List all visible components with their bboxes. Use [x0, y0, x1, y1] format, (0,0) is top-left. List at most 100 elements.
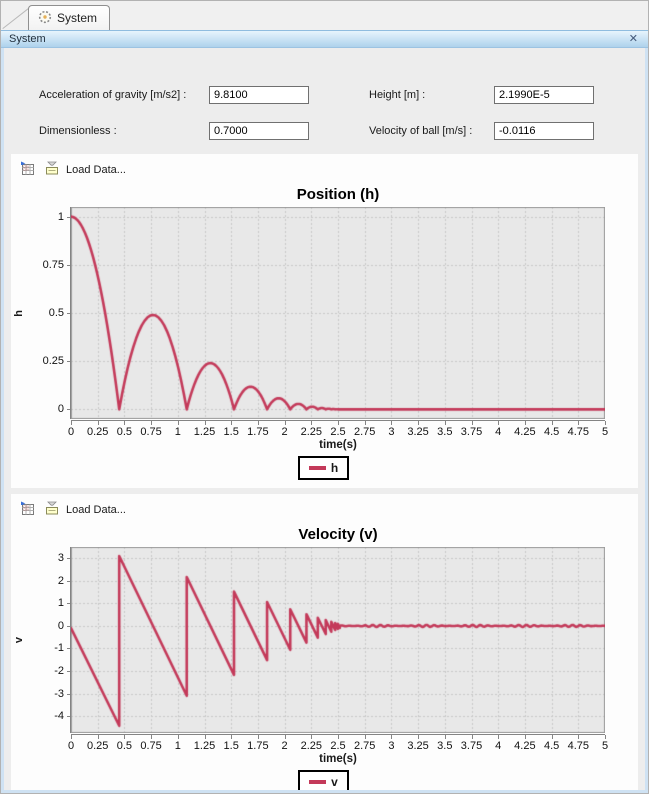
x-tick-mark [124, 421, 126, 425]
velocity-chart-panel: CSV CSV Load Data... [11, 494, 638, 790]
x-tick-mark [364, 735, 366, 739]
x-tick-mark [551, 421, 553, 425]
x-tick-mark [97, 421, 99, 425]
x-tick-label: 2.25 [300, 740, 323, 752]
x-tick-mark [605, 735, 606, 739]
y-tick-mark [67, 409, 71, 411]
y-tick-label: 0.25 [42, 355, 64, 368]
y-tick-label: 2 [57, 574, 64, 587]
x-tick-label: 0 [67, 740, 75, 752]
gravity-label: Acceleration of gravity [m/s2] : [39, 89, 187, 101]
load-data-button[interactable]: Load Data... [42, 159, 128, 180]
y-axis-label: v [13, 636, 25, 644]
position-chart-panel: CSV CSV Load Data... [11, 154, 638, 488]
x-tick-label: 2.75 [353, 740, 376, 752]
x-tick-label: 0.25 [86, 740, 109, 752]
y-tick-mark [67, 671, 71, 672]
x-axis-ticks: 0 0.25 0.5 0.75 1 1.25 1.5 1.75 2 2.25 2.5 2.75 3 3.2… [67, 734, 609, 752]
field-row: Dimensionless : Velocity of ball [m/s] : [39, 122, 645, 140]
plot-wrap: v 3 2 1 0 -1 -2 -3 -4 [11, 547, 638, 733]
tab-strip-diagonal [2, 7, 30, 29]
y-tick-label: -3 [54, 687, 64, 700]
x-tick-mark [204, 735, 206, 739]
x-tick-label: 5 [601, 426, 609, 438]
x-axis-label: time(s) [319, 439, 357, 451]
load-data-button[interactable]: Load Data... [42, 499, 128, 520]
y-tick-label: 0 [57, 403, 64, 416]
plot-area [71, 547, 605, 733]
x-tick-mark [578, 735, 580, 739]
y-tick-label: 1 [57, 210, 64, 223]
chart-toolbar: CSV CSV Load Data... [11, 497, 638, 524]
gravity-field[interactable] [209, 86, 309, 104]
y-tick-mark [67, 580, 71, 582]
x-tick-label: 0.25 [86, 426, 109, 438]
tab-system[interactable]: System [28, 5, 111, 30]
x-tick-mark [284, 421, 286, 425]
x-tick-label: 4.5 [543, 740, 560, 752]
x-tick-mark [97, 735, 99, 739]
load-data-label: Load Data... [66, 503, 126, 516]
y-tick-mark [67, 648, 71, 650]
x-tick-label: 1 [174, 426, 181, 438]
velocity-field[interactable] [494, 122, 594, 140]
legend-row: h [11, 456, 636, 480]
y-axis-ticks: 3 2 1 0 -1 -2 -3 -4 [27, 547, 71, 733]
y-tick-label: 0.5 [48, 307, 64, 319]
x-tick-label: 5 [601, 740, 609, 752]
x-tick-mark [551, 735, 553, 739]
y-tick-label: 3 [57, 552, 64, 565]
chart-title: Velocity (v) [298, 526, 378, 543]
x-tick-label: 1.5 [223, 426, 239, 438]
chart-toolbar: CSV CSV Load Data... [11, 157, 638, 184]
export-csv-icon: CSV CSV [19, 160, 36, 179]
y-tick-label: -1 [54, 642, 64, 655]
position-chart-canvas [71, 207, 605, 419]
x-tick-mark [418, 735, 420, 739]
height-field[interactable] [494, 86, 594, 104]
close-icon[interactable]: ✕ [628, 32, 638, 45]
x-tick-mark [524, 421, 526, 425]
x-tick-label: 4 [495, 426, 502, 438]
x-tick-mark [151, 421, 153, 425]
x-tick-mark [71, 735, 72, 739]
x-tick-label: 1.25 [193, 740, 216, 752]
y-tick-mark [67, 216, 71, 218]
x-tick-label: 1.75 [247, 740, 269, 752]
y-axis-ticks: 0 0.25 0.5 0.75 1 [27, 207, 71, 419]
x-axis-ticks: 0 0.25 0.5 0.75 1 1.25 1.5 1.75 2 2.25 2.5 2.75 3 3.2… [68, 420, 609, 438]
plot-area [71, 207, 605, 419]
y-tick-mark [67, 264, 71, 266]
x-tick-label: 0.75 [140, 740, 162, 752]
export-csv-button[interactable]: CSV CSV [17, 499, 38, 520]
x-tick-mark [364, 421, 366, 425]
x-tick-mark [471, 735, 473, 739]
dimensionless-field[interactable] [209, 122, 309, 140]
export-csv-button[interactable]: CSV CSV [17, 159, 38, 180]
tab-label: System [57, 11, 98, 25]
legend-label: v [331, 775, 338, 789]
y-tick-mark [67, 313, 71, 314]
x-tick-label: 4.75 [567, 426, 590, 438]
x-tick-mark [471, 421, 473, 425]
x-tick-mark [71, 421, 72, 425]
x-tick-mark [124, 735, 126, 739]
x-tick-mark [524, 735, 526, 739]
y-tick-mark [67, 361, 71, 363]
y-tick-label: 0 [57, 619, 64, 632]
x-tick-mark [338, 421, 339, 425]
legend-swatch [309, 780, 327, 784]
x-tick-mark [498, 421, 500, 425]
x-tick-mark [151, 735, 153, 739]
x-tick-label: 3.5 [437, 426, 453, 438]
x-tick-mark [605, 421, 606, 425]
svg-text:CSV: CSV [23, 164, 29, 168]
y-tick-mark [67, 603, 71, 605]
legend-row: v [11, 770, 636, 790]
x-tick-label: 0.5 [116, 740, 133, 752]
y-tick-mark [67, 625, 71, 627]
export-csv-icon: CSV CSV [19, 500, 36, 519]
x-tick-label: 1 [174, 740, 181, 752]
svg-text:CSV: CSV [23, 507, 29, 511]
x-tick-label: 3.75 [460, 426, 483, 438]
